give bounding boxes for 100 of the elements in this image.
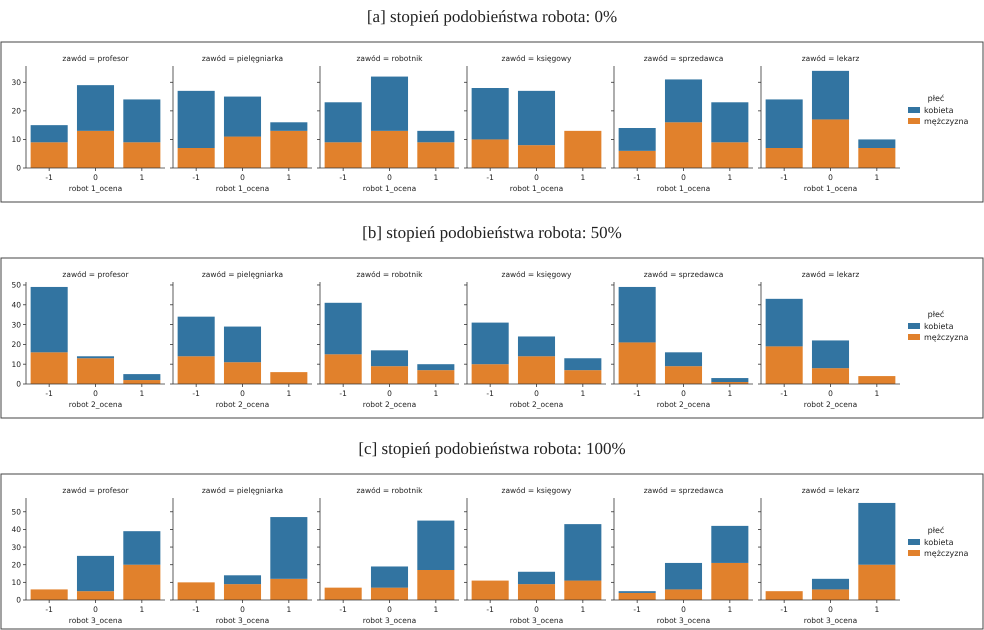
bar xyxy=(324,588,362,600)
bar xyxy=(858,148,896,168)
legend-label: mężczyzna xyxy=(924,117,969,126)
bar xyxy=(224,575,262,584)
bar xyxy=(664,79,702,122)
bar xyxy=(224,136,262,168)
bar xyxy=(518,145,556,168)
bar xyxy=(30,286,68,352)
legend-title: płeć xyxy=(928,310,944,319)
bar xyxy=(518,584,556,600)
bar xyxy=(518,90,556,146)
bar xyxy=(518,572,556,584)
bar xyxy=(618,150,656,168)
bar xyxy=(766,346,803,384)
bar xyxy=(564,358,602,370)
bar xyxy=(812,119,850,168)
bar xyxy=(270,517,308,579)
bar xyxy=(370,350,408,366)
bar xyxy=(711,526,748,563)
bar xyxy=(858,502,896,565)
legend-label: mężczyzna xyxy=(924,549,969,558)
bar xyxy=(766,148,803,168)
bar xyxy=(270,372,308,384)
bar xyxy=(178,316,215,356)
bar xyxy=(30,125,68,142)
legend-label: kobieta xyxy=(924,106,954,115)
bar xyxy=(711,378,748,382)
bar xyxy=(123,531,160,565)
bar xyxy=(472,322,509,364)
bar xyxy=(618,592,656,600)
bar xyxy=(664,562,702,590)
bar xyxy=(76,130,114,168)
bar xyxy=(618,342,656,384)
bar xyxy=(564,524,602,581)
bar xyxy=(370,588,408,600)
bar xyxy=(76,591,114,600)
bar xyxy=(664,366,702,384)
bar xyxy=(766,99,803,148)
bar xyxy=(858,376,896,384)
bar xyxy=(518,336,556,356)
bar xyxy=(123,374,160,380)
text: [b] stopień podobieństwa robota: 50% xyxy=(362,223,622,242)
bar xyxy=(270,578,308,600)
bar xyxy=(76,358,114,384)
legend-title: płeć xyxy=(928,94,944,103)
bar xyxy=(472,88,509,140)
bar xyxy=(30,589,68,600)
bar xyxy=(564,370,602,384)
bar xyxy=(618,286,656,342)
bar xyxy=(417,520,454,570)
bar xyxy=(564,580,602,600)
bar xyxy=(812,368,850,384)
bar xyxy=(270,130,308,168)
bar xyxy=(417,570,454,600)
bar xyxy=(812,70,850,120)
bar xyxy=(76,85,114,131)
bar xyxy=(370,566,408,588)
bar xyxy=(472,364,509,384)
bar xyxy=(766,591,803,600)
bar xyxy=(417,142,454,168)
bar xyxy=(664,122,702,168)
bar xyxy=(30,142,68,168)
bar xyxy=(178,90,215,148)
bar xyxy=(370,130,408,168)
bar xyxy=(76,556,114,592)
bar xyxy=(812,589,850,600)
bar xyxy=(417,364,454,370)
bar xyxy=(324,102,362,142)
bar xyxy=(417,130,454,142)
bar xyxy=(123,564,160,600)
bar xyxy=(711,142,748,168)
bar xyxy=(664,589,702,600)
bar xyxy=(370,366,408,384)
bar xyxy=(472,139,509,168)
bar xyxy=(711,562,748,600)
bar xyxy=(30,352,68,384)
bar xyxy=(518,356,556,384)
bar xyxy=(618,128,656,151)
legend-label: kobieta xyxy=(924,538,954,547)
legend-title: płeć xyxy=(928,526,944,535)
bar xyxy=(812,340,850,368)
text: [a] stopień podobieństwa robota: 0% xyxy=(366,7,618,26)
bar xyxy=(224,362,262,384)
legend-label: kobieta xyxy=(924,322,954,331)
bar xyxy=(766,298,803,346)
bar xyxy=(858,139,896,148)
bar xyxy=(123,99,160,142)
bar xyxy=(664,352,702,366)
bar xyxy=(370,76,408,131)
bar xyxy=(417,370,454,384)
bar xyxy=(324,354,362,384)
bar xyxy=(178,356,215,384)
bar xyxy=(224,326,262,362)
bar xyxy=(711,102,748,142)
bar xyxy=(324,302,362,354)
bar xyxy=(178,148,215,168)
bar xyxy=(858,564,896,600)
text: [c] stopień podobieństwa robota: 100% xyxy=(358,439,626,458)
bar xyxy=(324,142,362,168)
bar xyxy=(123,142,160,168)
